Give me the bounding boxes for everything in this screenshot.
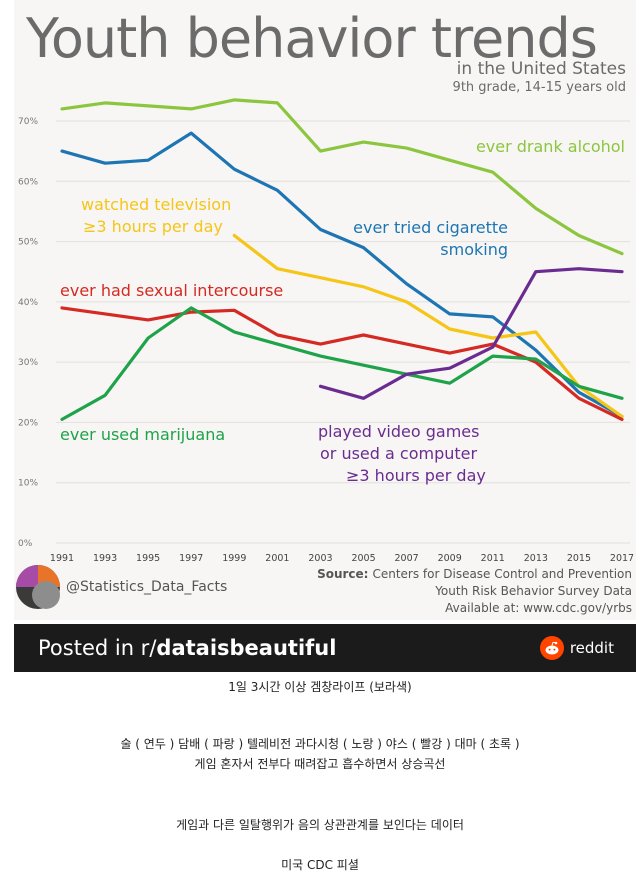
series-label-1: ever tried cigarette <box>353 218 508 237</box>
x-tick-label: 2003 <box>308 553 332 564</box>
author-avatar-accent-2 <box>16 565 38 587</box>
caption-line-4: 게임과 다른 일탈행위가 음의 상관관계를 보인다는 데이터 <box>176 818 464 832</box>
source-line-3: Available at: www.cdc.gov/yrbs <box>445 601 632 615</box>
author-handle: @Statistics_Data_Facts <box>66 579 227 595</box>
series-label-5: or used a computer <box>320 444 477 463</box>
source-line-2: Youth Risk Behavior Survey Data <box>434 584 632 598</box>
series-label-4: ever used marijuana <box>60 425 225 444</box>
x-tick-label: 1993 <box>93 553 117 564</box>
x-tick-label: 2017 <box>610 553 634 564</box>
x-tick-label: 2015 <box>567 553 591 564</box>
x-tick-label: 2009 <box>438 553 462 564</box>
series-line-3 <box>60 306 624 421</box>
series-label-3: ever had sexual intercourse <box>60 281 283 300</box>
reddit-alien-icon <box>539 636 564 660</box>
y-axis-ticks: 0% 10% 20% 30% 40% 50% 60% 70% <box>18 117 38 549</box>
reddit-brand[interactable]: reddit <box>539 636 614 660</box>
posted-in-text: Posted in r/dataisbeautiful <box>38 636 336 660</box>
x-tick-label: 2013 <box>524 553 548 564</box>
x-tick-label: 1997 <box>179 553 203 564</box>
series-label-0: ever drank alcohol <box>476 137 625 156</box>
y-tick-label: 60% <box>18 177 38 187</box>
y-tick-label: 40% <box>18 298 38 308</box>
y-tick-label: 30% <box>18 358 38 368</box>
caption-line-3: 게임 혼자서 전부다 때려잡고 흡수하면서 상승곡선 <box>194 757 446 771</box>
gridlines <box>56 120 630 544</box>
x-tick-label: 1999 <box>222 553 246 564</box>
x-axis-ticks: 1991 1993 1995 1997 1999 2001 2003 2005 2007 2009… <box>50 553 634 564</box>
y-tick-label: 70% <box>18 117 38 127</box>
series-line-1 <box>60 131 624 418</box>
chart-subtitle-age: 9th grade, 14-15 years old <box>453 80 626 95</box>
y-tick-label: 10% <box>18 479 38 489</box>
series-label-1: smoking <box>440 240 508 259</box>
posted-prefix: Posted in r/ <box>38 636 157 660</box>
series-line-2 <box>232 233 624 418</box>
x-tick-label: 1991 <box>50 553 74 564</box>
x-tick-label: 2001 <box>265 553 289 564</box>
caption-line-2: 술 ( 연두 ) 담배 ( 파랑 ) 텔레비전 과다시청 ( 노랑 ) 야스 (… <box>120 737 520 751</box>
chart-title: Youth behavior trends <box>25 7 597 70</box>
series-label-2: watched television <box>81 195 231 214</box>
reddit-wordmark: reddit <box>569 639 614 657</box>
source-label: Source: <box>317 567 368 581</box>
x-tick-label: 2005 <box>351 553 375 564</box>
series-label-5: played video games <box>318 422 479 441</box>
y-tick-label: 0% <box>18 539 33 549</box>
series-label-2: ≥3 hours per day <box>83 217 223 236</box>
series-labels: ever drank alcohol ever tried cigarette sm… <box>60 137 625 485</box>
caption-line-5: 미국 CDC 피셜 <box>281 858 359 872</box>
author-badge: @Statistics_Data_Facts <box>16 565 227 609</box>
posted-in-banner: Posted in r/dataisbeautiful reddit <box>14 624 636 672</box>
y-tick-label: 50% <box>18 238 38 248</box>
source-text-1: Centers for Disease Control and Preventi… <box>372 567 632 581</box>
series-label-5: ≥3 hours per day <box>346 466 486 485</box>
source-line-1: Source: Centers for Disease Control and P… <box>317 567 632 581</box>
source-block: Source: Centers for Disease Control and P… <box>317 567 632 615</box>
caption-line-1: 1일 3시간 이상 겜창라이프 (보라색) <box>228 680 412 694</box>
x-tick-label: 1995 <box>136 553 160 564</box>
subreddit-name[interactable]: dataisbeautiful <box>156 636 337 660</box>
series-line-0 <box>60 98 624 256</box>
x-tick-label: 2007 <box>395 553 419 564</box>
y-tick-label: 20% <box>18 418 38 428</box>
x-tick-label: 2011 <box>481 553 505 564</box>
chart-card: Youth behavior trends in the United Stat… <box>14 0 636 620</box>
author-avatar-face <box>32 581 60 609</box>
series-lines <box>60 98 624 421</box>
line-chart: Youth behavior trends in the United Stat… <box>16 7 634 615</box>
series-line-5 <box>318 267 624 400</box>
chart-subtitle: in the United States <box>457 59 626 79</box>
series-line-4 <box>60 306 624 421</box>
